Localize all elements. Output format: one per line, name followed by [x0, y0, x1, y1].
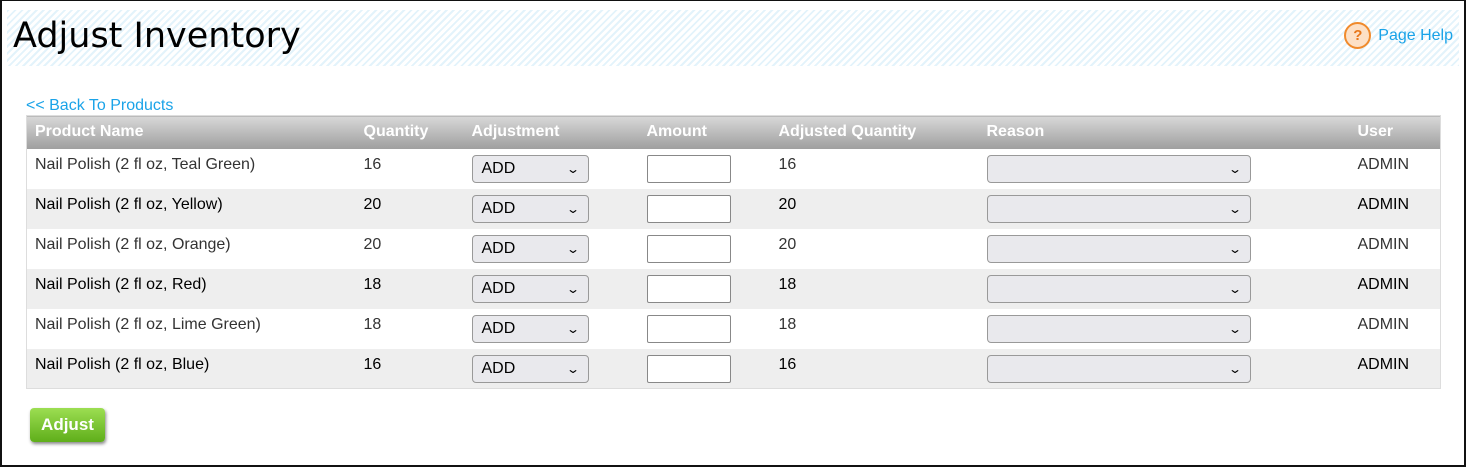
- user: ADMIN: [1349, 268, 1441, 309]
- adjusted-quantity: 16: [778, 155, 797, 173]
- chevron-down-icon: ⌄: [566, 361, 581, 376]
- user: ADMIN: [1357, 315, 1410, 333]
- quantity: 16: [363, 155, 382, 173]
- chevron-down-icon: ⌄: [1228, 161, 1243, 176]
- amount-input[interactable]: [646, 154, 731, 183]
- chevron-down-icon: ⌄: [1228, 321, 1243, 336]
- reason-select[interactable]: ⌄: [986, 154, 1251, 183]
- col-product-name: Product Name: [26, 115, 356, 149]
- col-adjusted-quantity: Adjusted Quantity: [770, 115, 979, 149]
- adjusted-quantity: 18: [778, 315, 797, 333]
- adjust-button[interactable]: Adjust: [30, 408, 105, 442]
- reason-select[interactable]: ⌄: [986, 354, 1251, 383]
- col-adjustment: Adjustment: [463, 115, 639, 149]
- quantity: 20: [363, 235, 382, 253]
- col-amount: Amount: [638, 115, 771, 149]
- chevron-down-icon: ⌄: [566, 281, 581, 296]
- amount-input[interactable]: [646, 314, 731, 343]
- adjustment-select[interactable]: ADD ⌄: [471, 354, 589, 383]
- table-row: Nail Polish (2 fl oz, Teal Green) 16 ADD…: [27, 149, 1441, 189]
- adjustment-value: ADD: [481, 319, 516, 337]
- quantity: 18: [355, 268, 464, 309]
- chevron-down-icon: ⌄: [1228, 241, 1243, 256]
- adjustment-select[interactable]: ADD ⌄: [471, 234, 589, 263]
- inventory-table: Product Name Quantity Adjustment Amount …: [26, 115, 1441, 389]
- chevron-down-icon: ⌄: [566, 201, 581, 216]
- page-title: Adjust Inventory: [13, 16, 301, 56]
- page-help-link[interactable]: ? Page Help: [1344, 22, 1453, 49]
- question-circle-icon: ?: [1344, 22, 1372, 49]
- chevron-down-icon: ⌄: [566, 321, 581, 336]
- adjustment-select[interactable]: ADD ⌄: [471, 194, 589, 223]
- amount-input[interactable]: [646, 274, 731, 303]
- adjustment-value: ADD: [481, 359, 516, 377]
- adjusted-quantity: 20: [770, 188, 979, 229]
- chevron-down-icon: ⌄: [1228, 201, 1243, 216]
- product-name: Nail Polish (2 fl oz, Lime Green): [35, 315, 261, 333]
- amount-input[interactable]: [646, 194, 731, 223]
- user: ADMIN: [1357, 155, 1410, 173]
- col-reason: Reason: [978, 115, 1350, 149]
- quantity: 20: [355, 188, 464, 229]
- product-name: Nail Polish (2 fl oz, Blue): [26, 348, 356, 389]
- adjustment-select[interactable]: ADD ⌄: [471, 154, 589, 183]
- user: ADMIN: [1349, 348, 1441, 389]
- reason-select[interactable]: ⌄: [986, 194, 1251, 223]
- adjustment-select[interactable]: ADD ⌄: [471, 314, 589, 343]
- adjustment-value: ADD: [481, 239, 516, 257]
- reason-select[interactable]: ⌄: [986, 314, 1251, 343]
- table-row: Nail Polish (2 fl oz, Red) 18 ADD ⌄ 18 ⌄ …: [26, 268, 1441, 309]
- quantity: 18: [363, 315, 382, 333]
- chevron-down-icon: ⌄: [566, 241, 581, 256]
- back-to-products-link[interactable]: << Back To Products: [26, 97, 174, 114]
- product-name: Nail Polish (2 fl oz, Red): [26, 268, 356, 309]
- reason-select[interactable]: ⌄: [986, 234, 1251, 263]
- adjustment-value: ADD: [481, 279, 516, 297]
- adjustment-value: ADD: [481, 199, 516, 217]
- table-row: Nail Polish (2 fl oz, Blue) 16 ADD ⌄ 16 ⌄…: [26, 348, 1441, 389]
- adjustment-select[interactable]: ADD ⌄: [471, 274, 589, 303]
- reason-select[interactable]: ⌄: [986, 274, 1251, 303]
- table-row: Nail Polish (2 fl oz, Yellow) 20 ADD ⌄ 20…: [26, 188, 1441, 229]
- adjusted-quantity: 16: [770, 348, 979, 389]
- amount-input[interactable]: [646, 234, 731, 263]
- table-row: Nail Polish (2 fl oz, Orange) 20 ADD ⌄ 20…: [27, 229, 1441, 269]
- chevron-down-icon: ⌄: [1228, 281, 1243, 296]
- page-header: Adjust Inventory ? Page Help: [7, 10, 1459, 66]
- page-help-label: Page Help: [1378, 26, 1453, 44]
- product-name: Nail Polish (2 fl oz, Yellow): [26, 188, 356, 229]
- user: ADMIN: [1357, 235, 1410, 253]
- adjusted-quantity: 20: [778, 235, 797, 253]
- col-quantity: Quantity: [355, 115, 464, 149]
- amount-input[interactable]: [646, 354, 731, 383]
- table-header: Product Name Quantity Adjustment Amount …: [26, 115, 1441, 149]
- adjusted-quantity: 18: [770, 268, 979, 309]
- user: ADMIN: [1349, 188, 1441, 229]
- product-name: Nail Polish (2 fl oz, Orange): [35, 235, 231, 253]
- product-name: Nail Polish (2 fl oz, Teal Green): [35, 155, 256, 173]
- col-user: User: [1349, 115, 1441, 149]
- adjustment-value: ADD: [481, 159, 516, 177]
- table-row: Nail Polish (2 fl oz, Lime Green) 18 ADD…: [27, 309, 1441, 349]
- chevron-down-icon: ⌄: [1228, 361, 1243, 376]
- quantity: 16: [355, 348, 464, 389]
- chevron-down-icon: ⌄: [566, 161, 581, 176]
